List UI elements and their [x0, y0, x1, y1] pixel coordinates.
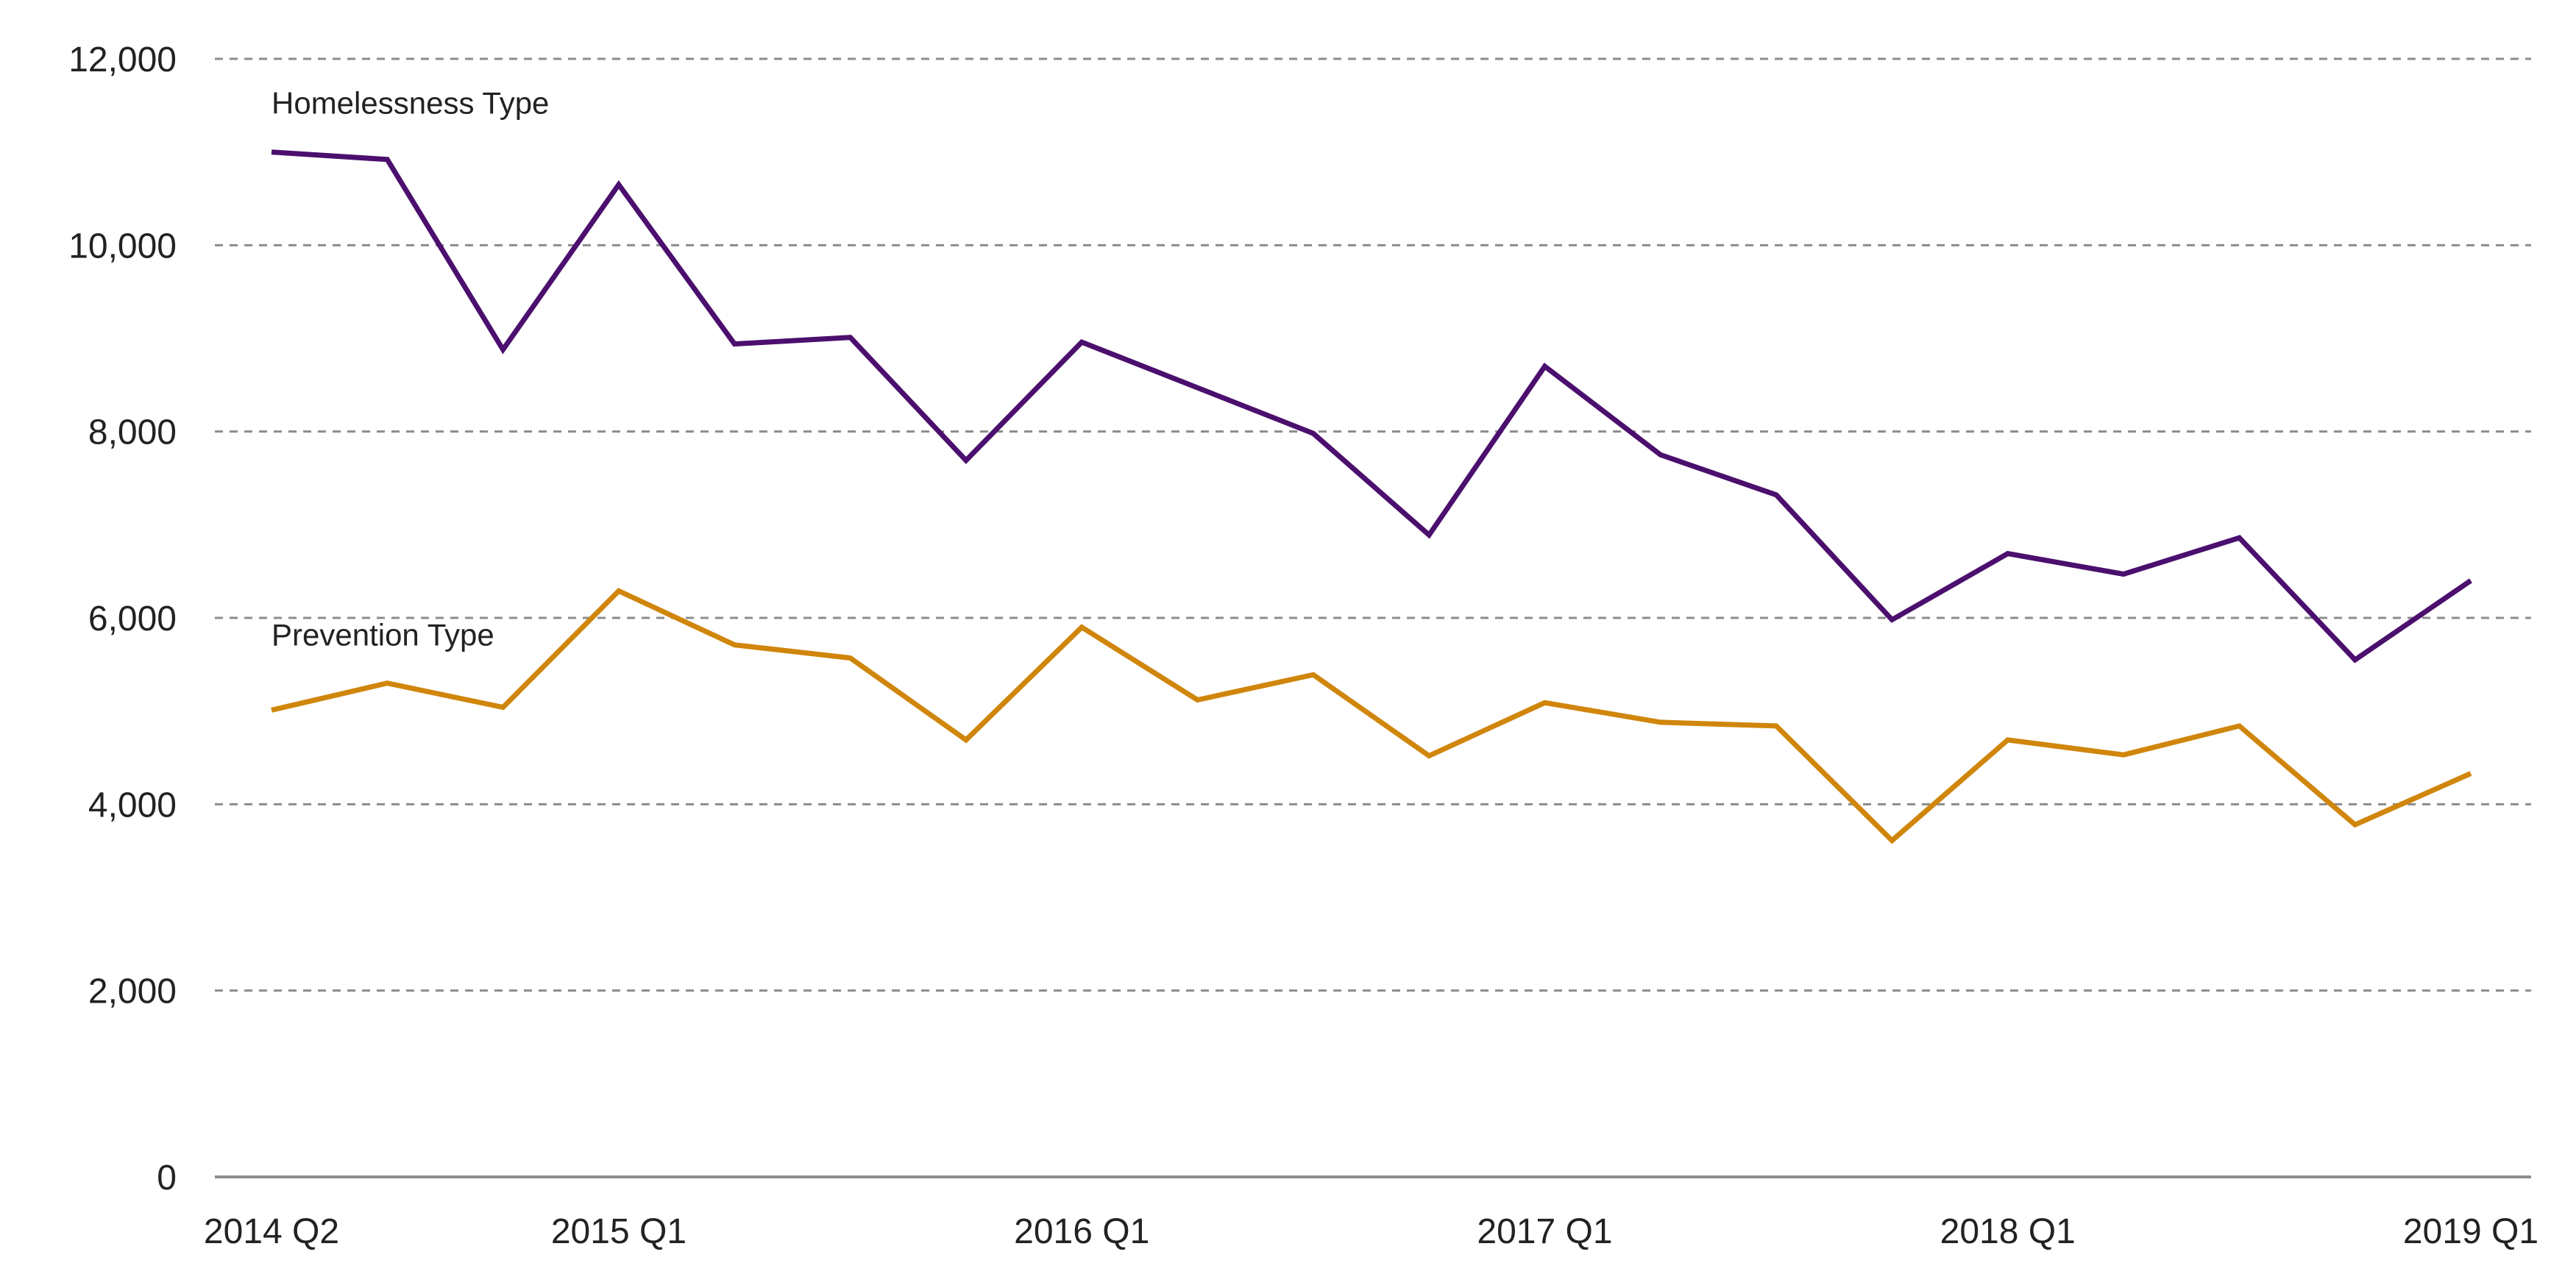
x-tick-label: 2018 Q1 [1940, 1212, 2076, 1251]
x-tick-label: 2014 Q2 [204, 1212, 339, 1251]
y-tick-label: 10,000 [68, 227, 177, 266]
series-label: Homelessness Type [272, 86, 549, 121]
y-tick-label: 8,000 [88, 413, 177, 452]
x-axis-tick-labels: 2014 Q2 2015 Q1 2016 Q1 2017 Q1 2018 Q1 2019 … [204, 1212, 2538, 1251]
gridlines [215, 57, 2531, 992]
y-tick-label: 4,000 [88, 786, 177, 825]
series-label: Prevention Type [272, 617, 494, 652]
y-tick-label: 12,000 [68, 40, 177, 79]
x-tick-label: 2016 Q1 [1014, 1212, 1149, 1251]
y-axis-tick-labels: 0 2,000 4,000 6,000 8,000 10,000 12,000 [68, 40, 177, 1198]
series-labels: Homelessness Type Prevention Type [272, 86, 549, 652]
y-tick-label: 2,000 [88, 972, 177, 1011]
series-lines [271, 149, 2472, 844]
series-line-homelessness-type [271, 149, 2472, 663]
y-tick-label: 6,000 [88, 599, 177, 638]
x-tick-label: 2017 Q1 [1477, 1212, 1612, 1251]
y-tick-label: 0 [157, 1159, 177, 1198]
x-tick-label: 2015 Q1 [551, 1212, 686, 1251]
x-tick-label: 2019 Q1 [2403, 1212, 2538, 1251]
series-line-prevention-type [271, 588, 2472, 844]
